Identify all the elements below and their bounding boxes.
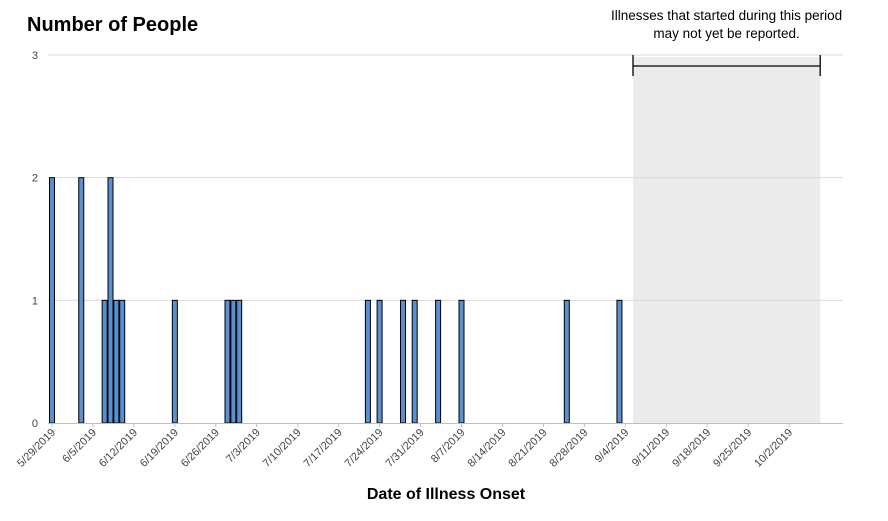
x-axis-title: Date of Illness Onset	[367, 486, 526, 503]
bar	[107, 177, 114, 424]
bar	[119, 299, 126, 424]
reporting-delay-shaded-region	[633, 57, 821, 423]
bar	[230, 299, 237, 424]
x-tick-label: 6/12/2019	[97, 427, 140, 470]
x-tick-label: 7/17/2019	[302, 427, 345, 470]
bar	[435, 299, 442, 424]
x-tick-label: 8/7/2019	[429, 427, 468, 466]
x-tick-label: 10/2/2019	[752, 427, 795, 470]
bar	[171, 299, 178, 424]
x-tick-label: 8/28/2019	[547, 427, 590, 470]
bar	[616, 299, 623, 424]
bar	[224, 299, 231, 424]
x-tick-labels: 5/29/2019 6/5/20196/12/20196/19/20196/26/…	[15, 423, 795, 470]
x-tick-label: 7/3/2019	[224, 427, 263, 466]
y-axis-title: Number of People	[27, 14, 198, 36]
bar	[376, 299, 383, 424]
bar	[78, 177, 85, 424]
x-tick-label: 7/31/2019	[384, 427, 427, 470]
bar	[364, 299, 371, 424]
x-tick-label: 9/11/2019	[630, 427, 673, 470]
bar	[49, 177, 55, 424]
x-tick-label: 6/5/2019	[60, 427, 99, 466]
bar	[411, 299, 418, 424]
bar	[236, 299, 243, 424]
x-tick-label: 6/26/2019	[179, 427, 222, 470]
x-tick-label: 9/18/2019	[670, 427, 713, 470]
x-tick-label: 7/24/2019	[343, 427, 386, 470]
x-tick-label: 6/19/2019	[138, 427, 181, 470]
gridlines	[48, 54, 843, 301]
x-tick-label: 7/10/2019	[261, 427, 304, 470]
x-tick-label: 5/29/2019	[15, 427, 58, 470]
y-tick-label: 1	[32, 295, 38, 307]
x-tick-label: 9/4/2019	[593, 427, 632, 466]
bar	[113, 299, 120, 424]
x-tick-label: 8/21/2019	[506, 427, 549, 470]
bar	[563, 299, 570, 424]
y-tick-labels: 0 1 2 3	[32, 50, 38, 430]
reporting-delay-bracket	[632, 55, 821, 76]
y-tick-label: 3	[32, 50, 38, 62]
y-tick-label: 0	[32, 418, 38, 430]
x-tick-label: 9/25/2019	[711, 427, 754, 470]
x-tick-label: 8/14/2019	[465, 427, 508, 470]
bar	[101, 299, 108, 424]
y-tick-label: 2	[32, 173, 38, 185]
bar	[458, 299, 465, 424]
bar	[400, 299, 406, 424]
reporting-delay-note-line-2: may not yet be reported.	[653, 26, 799, 41]
reporting-delay-note-line-1: Illnesses that started during this perio…	[611, 8, 842, 23]
